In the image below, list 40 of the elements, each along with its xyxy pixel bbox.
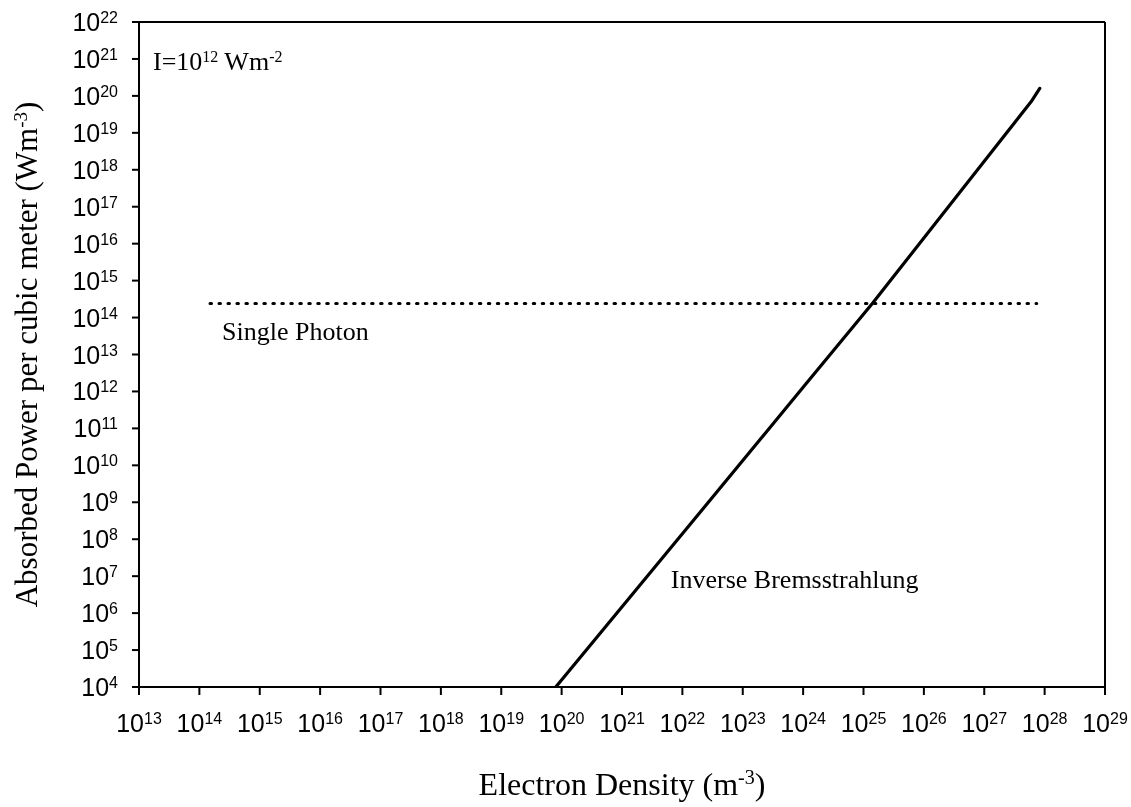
x-tick-label: 10$^{26}$	[901, 709, 947, 737]
x-tick-label: 10$^{17}$	[357, 709, 404, 737]
y-tick-label: 10$^{13}$	[72, 340, 119, 369]
y-tick-label: 10$^{14}$	[72, 303, 119, 332]
x-tick-label: 10$^{16}$	[297, 709, 344, 737]
y-tick-label: 10$^{19}$	[72, 118, 119, 147]
y-tick-label: 10$^{11}$	[73, 414, 119, 443]
x-tick-label: 10$^{22}$	[659, 709, 706, 737]
x-axis-title: Electron Density (m$^{-3}$)	[478, 766, 766, 802]
x-tick-label: 10$^{25}$	[840, 709, 887, 737]
y-tick-label: 10$^{22}$	[72, 8, 119, 36]
y-tick-label: 10$^{8}$	[81, 525, 119, 554]
y-tick-label: 10$^{21}$	[72, 44, 119, 73]
x-tick-label: 10$^{27}$	[961, 709, 1008, 737]
x-tick-label: 10$^{29}$	[1082, 709, 1128, 737]
y-tick-label: 10$^{7}$	[81, 562, 119, 591]
series-label: Single Photon	[222, 316, 369, 346]
y-tick-label: 10$^{18}$	[72, 155, 119, 184]
x-tick-label: 10$^{23}$	[719, 709, 766, 737]
y-tick-label: 10$^{9}$	[81, 488, 119, 517]
x-tick-label: 10$^{18}$	[418, 709, 464, 737]
x-tick-label: 10$^{28}$	[1021, 709, 1068, 737]
y-tick-label: 10$^{5}$	[81, 636, 119, 665]
series-label: Inverse Bremsstrahlung	[670, 565, 919, 595]
y-tick-label: 10$^{16}$	[72, 229, 119, 258]
y-tick-label: 10$^{10}$	[72, 451, 119, 480]
y-tick-label: 10$^{20}$	[72, 81, 119, 110]
x-tick-label: 10$^{19}$	[478, 709, 525, 737]
x-tick-label: 10$^{21}$	[599, 709, 645, 737]
y-tick-label: 10$^{15}$	[72, 266, 119, 295]
x-tick-label: 10$^{14}$	[176, 709, 223, 737]
y-tick-label: 10$^{6}$	[81, 599, 119, 628]
x-tick-label: 10$^{13}$	[116, 709, 162, 737]
x-tick-label: 10$^{20}$	[538, 709, 585, 737]
x-tick-label: 10$^{15}$	[236, 709, 283, 737]
y-tick-label: 10$^{4}$	[81, 673, 119, 701]
annotation: I=10$^{12}$ Wm$^{-2}$	[153, 47, 283, 76]
y-tick-label: 10$^{17}$	[72, 192, 119, 221]
x-tick-label: 10$^{24}$	[780, 709, 827, 737]
y-tick-label: 10$^{12}$	[72, 377, 119, 406]
